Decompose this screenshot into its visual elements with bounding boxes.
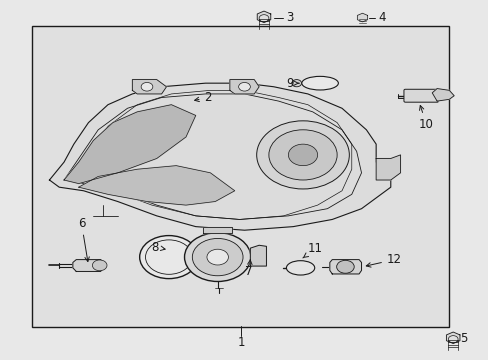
Polygon shape — [431, 89, 453, 101]
Text: 6: 6 — [78, 216, 89, 261]
Circle shape — [92, 260, 107, 271]
Circle shape — [238, 82, 250, 91]
Text: 8: 8 — [151, 240, 165, 253]
Text: 4: 4 — [378, 12, 386, 24]
Polygon shape — [132, 80, 166, 94]
Circle shape — [256, 121, 348, 189]
Circle shape — [288, 144, 317, 166]
Ellipse shape — [286, 261, 314, 275]
Text: 3: 3 — [285, 12, 293, 24]
Polygon shape — [49, 83, 390, 230]
FancyBboxPatch shape — [403, 89, 438, 102]
Polygon shape — [229, 80, 259, 94]
Circle shape — [336, 260, 353, 273]
Text: 2: 2 — [194, 91, 212, 104]
Circle shape — [184, 233, 250, 282]
Polygon shape — [73, 260, 103, 271]
Text: 1: 1 — [237, 336, 244, 348]
Text: 11: 11 — [302, 242, 322, 258]
Circle shape — [259, 15, 268, 22]
Text: 5: 5 — [459, 332, 467, 345]
Polygon shape — [375, 155, 400, 180]
Circle shape — [145, 240, 192, 274]
Text: 12: 12 — [366, 253, 401, 267]
Polygon shape — [257, 11, 270, 23]
Polygon shape — [203, 227, 232, 233]
Polygon shape — [357, 13, 367, 22]
Circle shape — [141, 82, 153, 91]
Polygon shape — [250, 245, 266, 266]
Circle shape — [140, 235, 198, 279]
Text: 9: 9 — [285, 77, 298, 90]
Ellipse shape — [301, 76, 338, 90]
Text: 10: 10 — [418, 105, 433, 131]
Circle shape — [192, 238, 243, 276]
Circle shape — [206, 249, 228, 265]
Circle shape — [268, 130, 336, 180]
Polygon shape — [329, 260, 361, 274]
Bar — [32, 26, 448, 327]
Polygon shape — [79, 166, 234, 205]
Text: 7: 7 — [245, 259, 252, 278]
Circle shape — [291, 80, 301, 87]
Polygon shape — [64, 105, 195, 184]
Circle shape — [447, 336, 457, 343]
Polygon shape — [446, 332, 459, 343]
